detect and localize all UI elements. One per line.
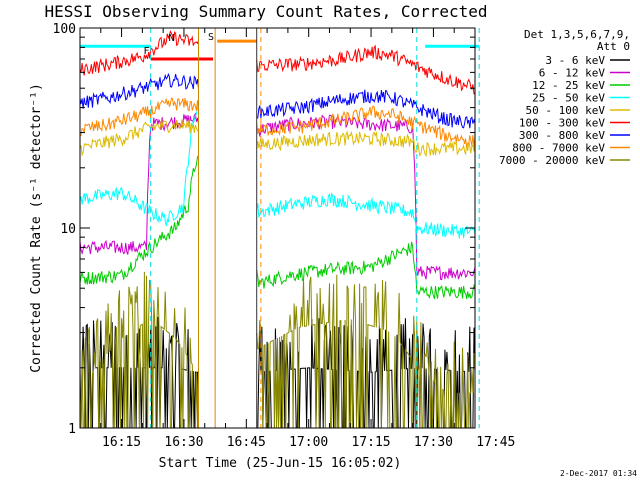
legend-label: 6 - 12 keV: [539, 67, 606, 80]
legend-entry: 7000 - 20000 keV: [499, 154, 630, 167]
series-50-100-kev: [79, 119, 476, 158]
series-25-50-kev: [79, 107, 476, 239]
x-tick-label: 17:45: [476, 435, 515, 450]
series-12-25-kev: [79, 155, 476, 300]
flag-n: N: [168, 33, 174, 44]
plot-area: F N S: [79, 28, 480, 429]
legend-header: Att 0: [597, 40, 630, 53]
x-tick-label: 17:30: [414, 435, 453, 450]
footer-timestamp: 2-Dec-2017 01:34: [560, 469, 637, 478]
legend-entry: 3 - 6 keV: [545, 54, 630, 67]
y-tick-label: 1: [68, 422, 76, 437]
legend-entry: 50 - 100 keV: [526, 104, 630, 117]
legend-entry: 800 - 7000 keV: [512, 142, 630, 155]
x-axis-label: Start Time (25-Jun-15 16:05:02): [159, 456, 402, 471]
x-tick-label: 16:45: [227, 435, 266, 450]
series-7000-20000-kev: [79, 271, 476, 429]
legend-label: 300 - 800 keV: [519, 129, 605, 142]
legend-header: Det 1,3,5,6,7,9,: [524, 28, 630, 41]
legend-entry: 100 - 300 keV: [519, 117, 630, 130]
x-tick-label: 17:15: [351, 435, 390, 450]
chart-title: HESSI Observing Summary Count Rates, Cor…: [44, 2, 487, 21]
y-tick-label: 100: [53, 22, 76, 37]
legend-label: 800 - 7000 keV: [512, 142, 605, 155]
x-tick-label: 17:00: [289, 435, 328, 450]
series-300-800-kev: [79, 72, 476, 129]
x-tick-label: 16:30: [164, 435, 203, 450]
legend-entry: 25 - 50 keV: [532, 92, 630, 105]
x-tick-label: 16:15: [102, 435, 141, 450]
flag-s: S: [208, 32, 214, 43]
axes: 1 10 100 16:15 16:30 16:45 17:00 17:15 17:30 17:4…: [53, 22, 516, 450]
legend-label: 7000 - 20000 keV: [499, 154, 605, 167]
flag-f: F: [144, 46, 150, 57]
series-800-7000-kev: [79, 97, 476, 148]
legend-label: 100 - 300 keV: [519, 117, 605, 130]
legend-label: 3 - 6 keV: [545, 54, 605, 67]
series-100-300-kev: [79, 30, 476, 95]
legend-label: 25 - 50 keV: [532, 92, 605, 105]
legend-label: 12 - 25 keV: [532, 79, 605, 92]
y-axis-label: Corrected Count Rate (s⁻¹ detector⁻¹): [29, 83, 44, 373]
legend-entry: 12 - 25 keV: [532, 79, 630, 92]
y-tick-label: 10: [60, 222, 76, 237]
legend-entry: 6 - 12 keV: [539, 67, 630, 80]
legend-entry: 300 - 800 keV: [519, 129, 630, 142]
legend-label: 50 - 100 keV: [526, 104, 606, 117]
